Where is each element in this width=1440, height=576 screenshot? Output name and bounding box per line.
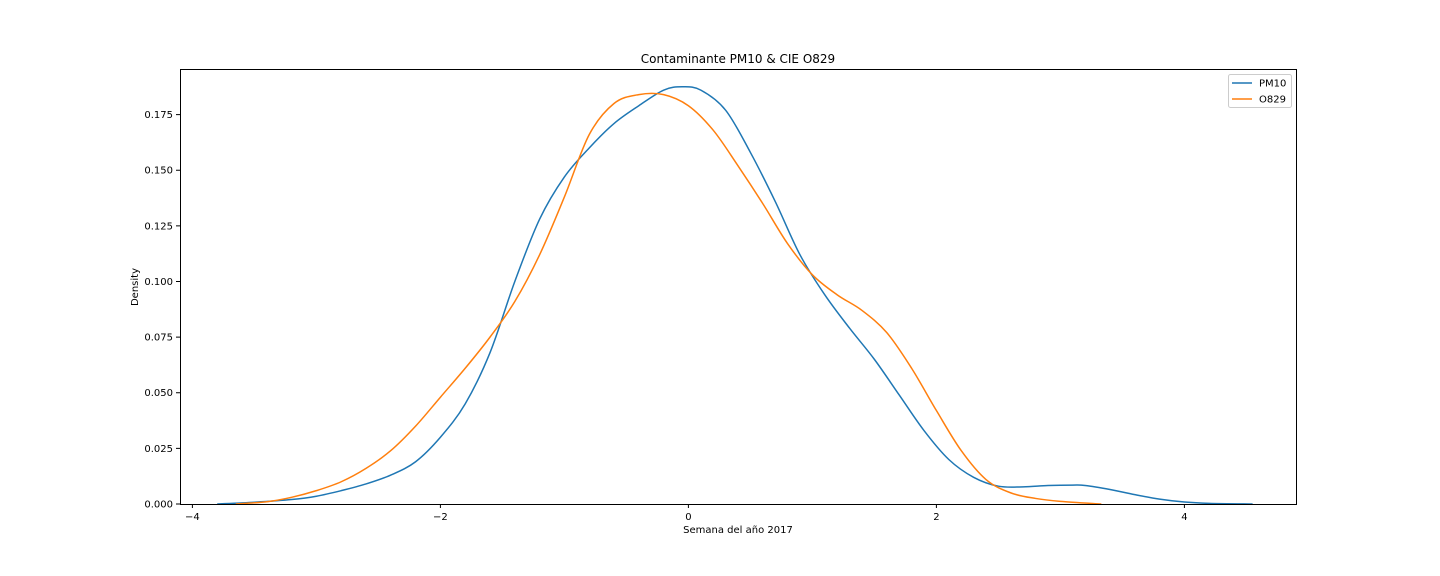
series-line-o829 [235, 92, 1102, 505]
x-tick-label: 4 [1181, 512, 1187, 523]
y-tick-label: 0.100 [144, 277, 173, 288]
y-tick-label: 0.175 [144, 110, 173, 121]
x-tick-label: 0 [685, 512, 691, 523]
x-axis-label: Semana del año 2017 [683, 525, 793, 536]
y-tick-label: 0.050 [144, 388, 173, 399]
x-tick-label: 2 [933, 512, 939, 523]
y-tick-label: 0.075 [144, 333, 173, 344]
legend-label-pm10: PM10 [1259, 79, 1286, 90]
plot-area-frame [180, 69, 1297, 505]
x-tick-label: −4 [185, 512, 200, 523]
y-axis-ticks: 0.000 0.025 0.050 0.075 0.100 0.125 0.150 0.175 [144, 110, 180, 511]
series-curves [217, 86, 1253, 505]
legend: PM10 O829 [1228, 74, 1292, 108]
y-tick-label: 0.025 [144, 444, 173, 455]
legend-label-o829: O829 [1259, 95, 1286, 106]
x-tick-label: −2 [433, 512, 448, 523]
y-tick-label: 0.150 [144, 166, 173, 177]
x-axis-ticks: −4 −2 0 2 4 [185, 504, 1188, 523]
y-axis-label: Density [130, 268, 141, 306]
chart-title: Contaminante PM10 & CIE O829 [641, 52, 835, 66]
series-line-pm10 [217, 86, 1253, 505]
y-tick-label: 0.125 [144, 221, 173, 232]
y-tick-label: 0.000 [144, 500, 173, 511]
